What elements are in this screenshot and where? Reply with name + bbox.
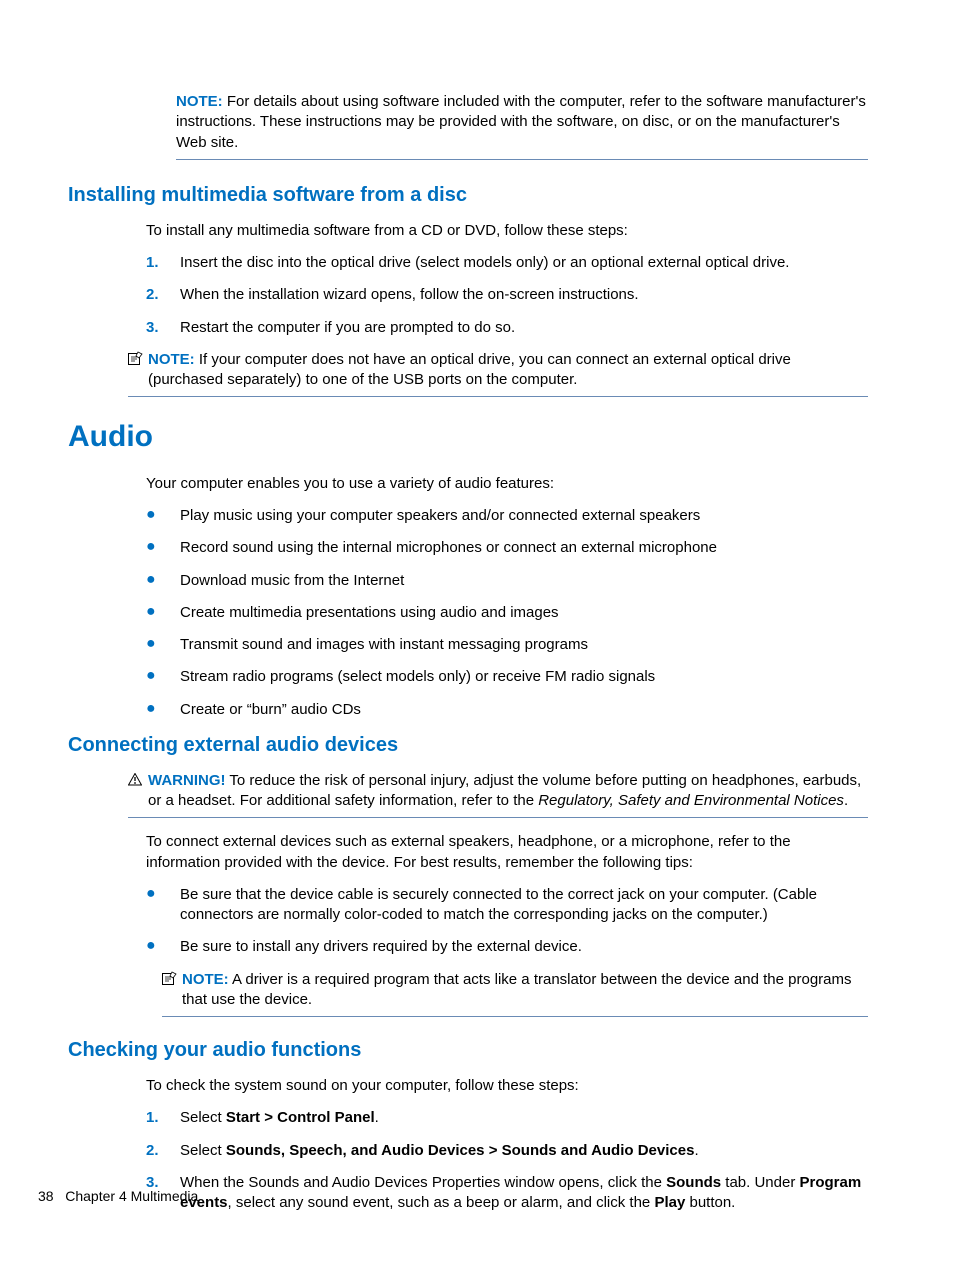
bullet-text: Stream radio programs (select models onl…: [180, 667, 868, 687]
note-body: NOTE: A driver is a required program tha…: [182, 970, 868, 1011]
step-number: 2.: [146, 1141, 180, 1161]
step-item: 2.Select Sounds, Speech, and Audio Devic…: [146, 1141, 868, 1161]
list-item: ●Play music using your computer speakers…: [146, 506, 868, 526]
note-block-top: NOTE: For details about using software i…: [176, 92, 868, 160]
list-item: ●Be sure that the device cable is secure…: [146, 885, 868, 926]
bullet-text: Create multimedia presentations using au…: [180, 603, 868, 623]
step-item: 3.When the Sounds and Audio Devices Prop…: [146, 1173, 868, 1214]
bullet-icon: ●: [146, 635, 180, 653]
note-label: NOTE:: [182, 971, 229, 988]
step-text: When the installation wizard opens, foll…: [180, 285, 868, 305]
bullet-text: Be sure that the device cable is securel…: [180, 885, 868, 926]
bullet-icon: ●: [146, 603, 180, 621]
bullet-text: Be sure to install any drivers required …: [180, 937, 868, 957]
step-number: 1.: [146, 253, 180, 273]
list-item: ●Create or “burn” audio CDs: [146, 700, 868, 720]
bullet-text: Download music from the Internet: [180, 571, 868, 591]
bullet-icon: ●: [146, 937, 180, 955]
note-block-install: NOTE: If your computer does not have an …: [128, 350, 868, 398]
warning-label: WARNING!: [148, 772, 226, 789]
step-number: 3.: [146, 318, 180, 338]
bullet-text: Play music using your computer speakers …: [180, 506, 868, 526]
step-item: 2.When the installation wizard opens, fo…: [146, 285, 868, 305]
warning-block: WARNING! To reduce the risk of personal …: [128, 771, 868, 819]
heading-connect: Connecting external audio devices: [68, 732, 868, 759]
note-text: If your computer does not have an optica…: [148, 351, 791, 388]
heading-check: Checking your audio functions: [68, 1037, 868, 1064]
connect-para: To connect external devices such as exte…: [146, 832, 868, 873]
step-text: When the Sounds and Audio Devices Proper…: [180, 1173, 868, 1214]
document-page: NOTE: For details about using software i…: [0, 0, 954, 1213]
step-number: 2.: [146, 285, 180, 305]
check-intro: To check the system sound on your comput…: [146, 1076, 868, 1096]
bullet-icon: ●: [146, 667, 180, 685]
step-number: 1.: [146, 1108, 180, 1128]
bullet-icon: ●: [146, 571, 180, 589]
list-item: ●Be sure to install any drivers required…: [146, 937, 868, 957]
check-steps: 1.Select Start > Control Panel. 2.Select…: [146, 1108, 868, 1213]
audio-intro: Your computer enables you to use a varie…: [146, 474, 868, 494]
bullet-icon: ●: [146, 538, 180, 556]
page-number: 38: [38, 1188, 54, 1204]
note-label: NOTE:: [176, 93, 223, 110]
page-footer: 38 Chapter 4 Multimedia: [38, 1187, 198, 1206]
audio-bullets: ●Play music using your computer speakers…: [146, 506, 868, 720]
note-text: A driver is a required program that acts…: [182, 971, 852, 1008]
list-item: ●Transmit sound and images with instant …: [146, 635, 868, 655]
step-text: Select Sounds, Speech, and Audio Devices…: [180, 1141, 868, 1161]
bullet-text: Create or “burn” audio CDs: [180, 700, 868, 720]
note-icon: [162, 970, 182, 1011]
list-item: ●Record sound using the internal microph…: [146, 538, 868, 558]
install-steps: 1.Insert the disc into the optical drive…: [146, 253, 868, 338]
bullet-text: Transmit sound and images with instant m…: [180, 635, 868, 655]
heading-audio: Audio: [68, 417, 868, 458]
step-text: Select Start > Control Panel.: [180, 1108, 868, 1128]
warning-text-after: .: [844, 792, 848, 809]
note-body: NOTE: If your computer does not have an …: [148, 350, 868, 391]
chapter-label: Chapter 4 Multimedia: [65, 1188, 198, 1204]
step-item: 1.Insert the disc into the optical drive…: [146, 253, 868, 273]
step-text: Restart the computer if you are prompted…: [180, 318, 868, 338]
connect-bullets: ●Be sure that the device cable is secure…: [146, 885, 868, 958]
step-item: 1.Select Start > Control Panel.: [146, 1108, 868, 1128]
install-intro: To install any multimedia software from …: [146, 221, 868, 241]
heading-install: Installing multimedia software from a di…: [68, 182, 868, 209]
note-label: NOTE:: [148, 351, 195, 368]
warning-italic: Regulatory, Safety and Environmental Not…: [538, 792, 844, 809]
bullet-icon: ●: [146, 506, 180, 524]
step-item: 3.Restart the computer if you are prompt…: [146, 318, 868, 338]
bullet-icon: ●: [146, 700, 180, 718]
note-icon: [128, 350, 148, 391]
list-item: ●Stream radio programs (select models on…: [146, 667, 868, 687]
list-item: ●Create multimedia presentations using a…: [146, 603, 868, 623]
list-item: ●Download music from the Internet: [146, 571, 868, 591]
warning-body: WARNING! To reduce the risk of personal …: [148, 771, 868, 812]
bullet-icon: ●: [146, 885, 180, 903]
step-text: Insert the disc into the optical drive (…: [180, 253, 868, 273]
warning-icon: [128, 771, 148, 812]
bullet-text: Record sound using the internal micropho…: [180, 538, 868, 558]
note-block-driver: NOTE: A driver is a required program tha…: [162, 970, 868, 1018]
note-text: For details about using software include…: [176, 93, 866, 151]
